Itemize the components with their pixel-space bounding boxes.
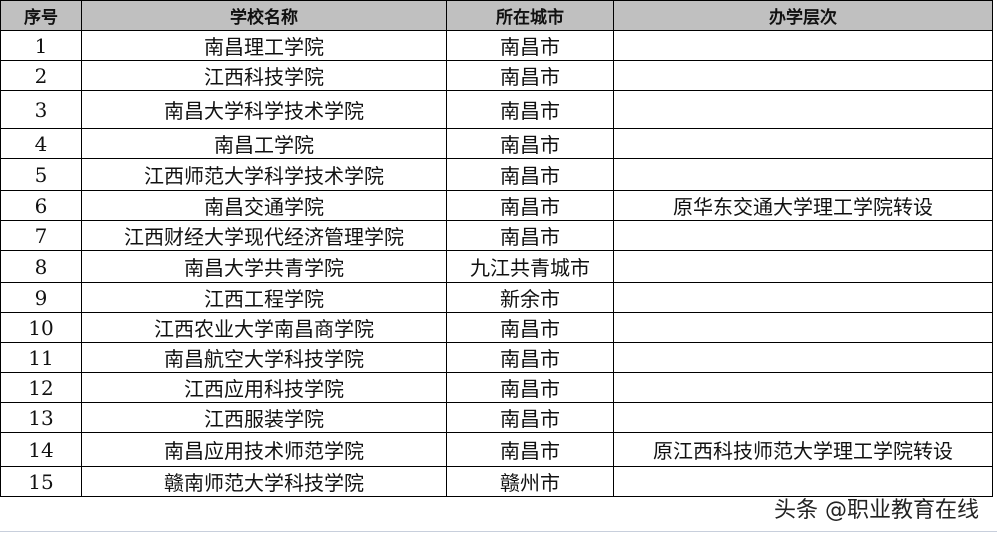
- cell-city: 南昌市: [446, 60, 614, 91]
- cell-level: [613, 158, 993, 191]
- cell-city: 赣州市: [446, 466, 614, 497]
- cell-level: [613, 282, 993, 313]
- cell-school-name: 江西财经大学现代经济管理学院: [81, 220, 447, 251]
- table-row: 11 南昌航空大学科技学院 南昌市: [0, 342, 993, 373]
- cell-city: 九江共青城市: [446, 250, 614, 283]
- cell-level: [613, 372, 993, 403]
- header-row: 序号 学校名称 所在城市 办学层次: [0, 0, 993, 31]
- cell-school-name: 江西应用科技学院: [81, 372, 447, 403]
- cell-index: 5: [0, 158, 82, 191]
- cell-index: 6: [0, 190, 82, 221]
- cell-school-name: 赣南师范大学科技学院: [81, 466, 447, 497]
- cell-city: 南昌市: [446, 372, 614, 403]
- cell-level: [613, 342, 993, 373]
- table-row: 15 赣南师范大学科技学院 赣州市: [0, 466, 993, 497]
- divider: [0, 531, 997, 532]
- cell-city: 南昌市: [446, 402, 614, 433]
- cell-school-name: 南昌应用技术师范学院: [81, 432, 447, 467]
- table-row: 12 江西应用科技学院 南昌市: [0, 372, 993, 403]
- table-row: 2 江西科技学院 南昌市: [0, 60, 993, 91]
- header-col-index: 序号: [0, 0, 82, 31]
- cell-index: 11: [0, 342, 82, 373]
- cell-level: [613, 60, 993, 91]
- cell-index: 14: [0, 432, 82, 467]
- cell-index: 2: [0, 60, 82, 91]
- table-row: 1 南昌理工学院 南昌市: [0, 30, 993, 61]
- cell-index: 13: [0, 402, 82, 433]
- table-row: 9 江西工程学院 新余市: [0, 282, 993, 313]
- header-col-city: 所在城市: [446, 0, 614, 31]
- cell-school-name: 南昌航空大学科技学院: [81, 342, 447, 373]
- table-row: 6 南昌交通学院 南昌市 原华东交通大学理工学院转设: [0, 190, 993, 221]
- table-row: 4 南昌工学院 南昌市: [0, 128, 993, 159]
- table-row: 7 江西财经大学现代经济管理学院 南昌市: [0, 220, 993, 251]
- cell-city: 南昌市: [446, 312, 614, 343]
- cell-city: 南昌市: [446, 220, 614, 251]
- cell-index: 1: [0, 30, 82, 61]
- cell-index: 10: [0, 312, 82, 343]
- cell-level: 原江西科技师范大学理工学院转设: [613, 432, 993, 467]
- table-row: 14 南昌应用技术师范学院 南昌市 原江西科技师范大学理工学院转设: [0, 432, 993, 467]
- cell-school-name: 南昌理工学院: [81, 30, 447, 61]
- cell-school-name: 南昌工学院: [81, 128, 447, 159]
- header-col-level: 办学层次: [613, 0, 993, 31]
- table-row: 13 江西服装学院 南昌市: [0, 402, 993, 433]
- cell-level: [613, 128, 993, 159]
- schools-table: 序号 学校名称 所在城市 办学层次 1 南昌理工学院 南昌市 2 江西科技学院 南昌市 3 南昌大学…: [0, 0, 993, 497]
- table-row: 3 南昌大学科学技术学院 南昌市: [0, 90, 993, 129]
- cell-level: [613, 312, 993, 343]
- cell-city: 南昌市: [446, 190, 614, 221]
- cell-level: 原华东交通大学理工学院转设: [613, 190, 993, 221]
- header-col-school-name: 学校名称: [81, 0, 447, 31]
- cell-index: 3: [0, 90, 82, 129]
- cell-level: [613, 402, 993, 433]
- cell-school-name: 江西服装学院: [81, 402, 447, 433]
- cell-city: 南昌市: [446, 342, 614, 373]
- cell-city: 南昌市: [446, 128, 614, 159]
- cell-level: [613, 30, 993, 61]
- cell-city: 南昌市: [446, 90, 614, 129]
- cell-index: 7: [0, 220, 82, 251]
- cell-school-name: 江西师范大学科学技术学院: [81, 158, 447, 191]
- cell-school-name: 江西工程学院: [81, 282, 447, 313]
- table-row: 10 江西农业大学南昌商学院 南昌市: [0, 312, 993, 343]
- cell-index: 4: [0, 128, 82, 159]
- cell-city: 新余市: [446, 282, 614, 313]
- cell-school-name: 南昌交通学院: [81, 190, 447, 221]
- cell-school-name: 江西农业大学南昌商学院: [81, 312, 447, 343]
- cell-index: 9: [0, 282, 82, 313]
- cell-index: 12: [0, 372, 82, 403]
- cell-level: [613, 220, 993, 251]
- cell-level: [613, 90, 993, 129]
- cell-city: 南昌市: [446, 30, 614, 61]
- cell-index: 8: [0, 250, 82, 283]
- cell-index: 15: [0, 466, 82, 497]
- table-row: 8 南昌大学共青学院 九江共青城市: [0, 250, 993, 283]
- watermark: 头条 @职业教育在线: [774, 498, 979, 523]
- table-row: 5 江西师范大学科学技术学院 南昌市: [0, 158, 993, 191]
- cell-city: 南昌市: [446, 432, 614, 467]
- cell-city: 南昌市: [446, 158, 614, 191]
- cell-school-name: 江西科技学院: [81, 60, 447, 91]
- cell-school-name: 南昌大学共青学院: [81, 250, 447, 283]
- cell-school-name: 南昌大学科学技术学院: [81, 90, 447, 129]
- cell-level: [613, 250, 993, 283]
- cell-level: [613, 466, 993, 497]
